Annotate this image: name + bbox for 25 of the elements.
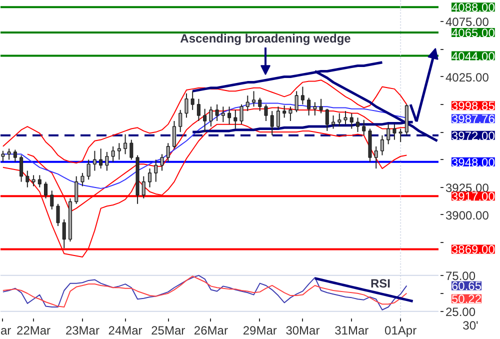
ref-line-label: 4044.00	[452, 49, 496, 64]
x-tick-label: 01Apr	[384, 324, 417, 338]
x-axis-title: 30'	[462, 318, 478, 332]
x-tick-label: 23Mar	[65, 324, 100, 338]
x-tick-label: 25Mar	[151, 324, 186, 338]
annotation: Ascending broadening wedge	[180, 32, 352, 46]
x-tick-label: 26Mar	[194, 324, 228, 338]
x-tick-label: 30Mar	[286, 324, 320, 338]
ref-line-label: 4088.00	[452, 0, 496, 15]
text: 3998.85	[452, 99, 496, 114]
text: 50.22	[452, 292, 482, 306]
x-tick-label: 24Mar	[108, 324, 142, 338]
text: 3987.76	[452, 112, 496, 126]
ref-line-label: 3948.00	[452, 155, 496, 170]
y-tick-label: 25.00	[446, 304, 476, 319]
x-tick-label: ar	[0, 324, 12, 338]
text: 60.65	[452, 279, 482, 294]
y-tick-label: 3900.00	[446, 208, 490, 222]
ref-line-label: 3972.00	[452, 128, 496, 143]
annotation: RSI	[370, 276, 391, 290]
x-tick-label: 31Mar	[334, 324, 369, 338]
y-tick-label: 4025.00	[446, 70, 490, 84]
ref-line-label: 3869.00	[452, 242, 496, 257]
x-tick-label: 22Mar	[16, 324, 51, 338]
x-tick-label: 29Mar	[242, 324, 277, 338]
